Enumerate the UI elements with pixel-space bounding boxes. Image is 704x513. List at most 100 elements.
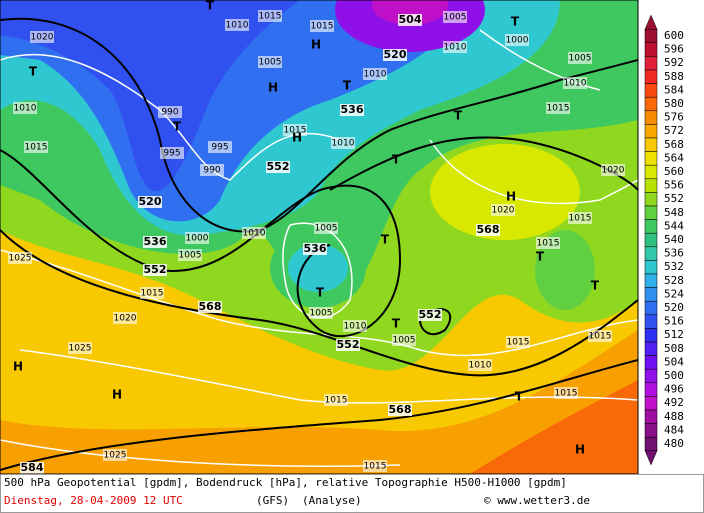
contour-label: 1015 (25, 143, 48, 153)
label-background (258, 10, 282, 22)
pressure-center: H (506, 190, 516, 204)
contour-label: 1010 (469, 361, 492, 371)
label-background (158, 106, 182, 118)
pressure-center: T (392, 153, 401, 167)
colorbar-swatch (644, 42, 658, 57)
colorbar-swatch (644, 436, 658, 452)
colorbar-label: 548 (664, 206, 684, 219)
contour-label: 552 (337, 338, 360, 351)
footer-source: © www.wetter3.de (484, 494, 590, 507)
label-background (340, 104, 364, 116)
contour-label: 1015 (507, 338, 530, 348)
contour-label: 1015 (364, 462, 387, 472)
pressure-center: T (29, 65, 38, 79)
colorbar-label: 500 (664, 369, 684, 382)
label-background (388, 404, 412, 416)
colorbar-swatch (644, 382, 658, 397)
colorbar-label: 568 (664, 138, 684, 151)
colorbar-swatch (644, 110, 658, 125)
label-background (185, 232, 209, 244)
colorbar-cap (644, 14, 658, 30)
colorbar-label: 508 (664, 342, 684, 355)
colorbar-label: 484 (664, 423, 684, 436)
colorbar-swatch (644, 69, 658, 84)
contour-label: 1015 (259, 12, 282, 22)
colorbar-swatch (644, 192, 658, 207)
contour-label: 504 (399, 13, 422, 26)
label-background (314, 222, 338, 234)
trough-core (372, 0, 448, 25)
label-background (506, 336, 530, 348)
label-background (140, 287, 164, 299)
label-background (310, 20, 334, 32)
label-background (546, 102, 570, 114)
warm-zone (470, 380, 638, 474)
label-background (554, 387, 578, 399)
contour-label: 1010 (344, 322, 367, 332)
colorbar-cap (644, 450, 658, 466)
label-background (200, 164, 224, 176)
contour-label: 536 (341, 103, 364, 116)
contour-label: 990 (161, 108, 178, 118)
contour-label: 1015 (311, 22, 334, 32)
label-background (336, 339, 360, 351)
isobars (0, 29, 638, 468)
colorbar-swatch (644, 83, 658, 98)
colorbar-swatch (644, 232, 658, 248)
contour-label: 1015 (569, 214, 592, 224)
contour-label: 995 (163, 149, 180, 159)
colorbar-label: 516 (664, 315, 684, 328)
label-background (266, 161, 290, 173)
label-background (178, 249, 202, 261)
map: 504 520 536 552 520 536 552 568 536 552 552 568 568 5… (0, 0, 638, 474)
contour-label: 1005 (315, 224, 338, 234)
footer (0, 474, 704, 513)
contour-label: 536 (144, 235, 167, 248)
colorbar-swatch (644, 260, 658, 275)
colorbar-swatch (644, 300, 658, 316)
label-background (568, 52, 592, 64)
pressure-center: T (511, 15, 520, 29)
contour-label: 1020 (31, 33, 54, 43)
colorbar-label: 576 (664, 111, 684, 124)
colorbar-swatch (644, 341, 658, 356)
label-background (563, 77, 587, 89)
footer-model: (GFS) (256, 494, 289, 507)
contour-label: 1010 (14, 104, 37, 114)
pressure-center: H (292, 131, 302, 145)
pressure-center: T (454, 109, 463, 123)
colorbar-swatch (644, 423, 658, 438)
footer-run: (Analyse) (302, 494, 362, 507)
pressure-center: T (392, 317, 401, 331)
colorbar-swatch (644, 28, 658, 44)
colorbar-swatch (644, 56, 658, 71)
colorbar: 6005965925885845805765725685645605565525… (644, 14, 684, 466)
contour-label: 520 (139, 195, 162, 208)
label-background (468, 359, 492, 371)
colorbar-label: 552 (664, 192, 684, 205)
contour-label: 1025 (104, 451, 127, 461)
label-background (303, 243, 327, 255)
pressure-center: T (536, 250, 545, 264)
contour-label: 1020 (114, 314, 137, 324)
pressure-center: H (575, 443, 585, 457)
contour-label: 1025 (9, 254, 32, 264)
contour-label: 1010 (243, 229, 266, 239)
colorbar-label: 504 (664, 355, 684, 368)
label-background (343, 320, 367, 332)
label-background (363, 460, 387, 472)
pressure-center: T (173, 120, 182, 134)
colorbar-label: 512 (664, 328, 684, 341)
footer-date: Dienstag, 28-04-2009 12 UTC (4, 494, 183, 507)
colorbar-swatch (644, 124, 658, 139)
label-background (398, 14, 422, 26)
label-background (24, 141, 48, 153)
colorbar-label: 600 (664, 29, 684, 42)
label-background (443, 11, 467, 23)
colorbar-swatch (644, 314, 658, 329)
ridge (430, 144, 580, 240)
pressure-center: T (591, 279, 600, 293)
colorbar-swatch (644, 164, 658, 180)
label-background (160, 147, 184, 159)
colorbar-label: 540 (664, 233, 684, 246)
